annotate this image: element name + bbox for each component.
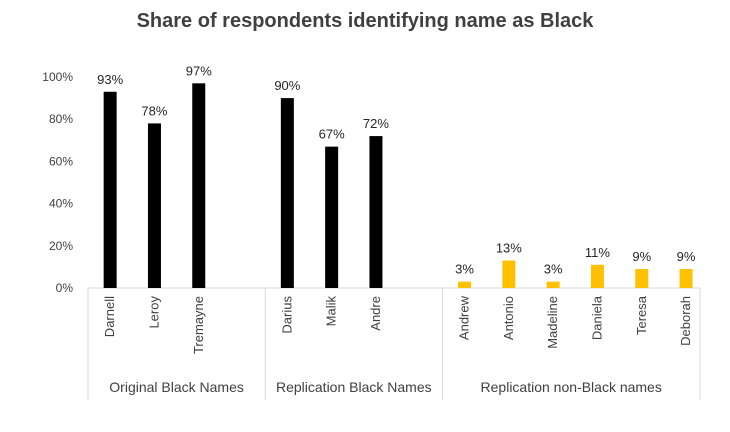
data-label: 13% <box>496 241 522 256</box>
bar <box>325 146 339 288</box>
group-label: Original Black Names <box>109 379 244 395</box>
y-tick-label: 60% <box>49 154 73 168</box>
category-label: Darius <box>279 296 294 334</box>
bar <box>192 83 206 288</box>
data-label: 93% <box>97 72 123 87</box>
y-tick-label: 20% <box>49 239 73 253</box>
group-label: Replication Black Names <box>276 379 432 395</box>
bar <box>280 98 294 288</box>
data-label: 90% <box>274 78 300 93</box>
bar <box>679 269 693 288</box>
bar <box>458 281 472 288</box>
category-label: Madeline <box>545 296 560 349</box>
category-label: Deborah <box>678 296 693 346</box>
category-label: Andre <box>368 296 383 331</box>
category-label: Leroy <box>146 296 161 329</box>
category-label: Teresa <box>634 295 649 335</box>
category-label: Tremayne <box>191 296 206 354</box>
bar <box>590 264 604 288</box>
data-label: 78% <box>141 103 167 118</box>
data-label: 97% <box>186 63 212 78</box>
y-tick-label: 100% <box>42 70 73 84</box>
data-label: 9% <box>677 249 696 264</box>
data-label: 67% <box>319 127 345 142</box>
data-label: 3% <box>544 262 563 277</box>
data-label: 3% <box>455 262 474 277</box>
bar <box>147 123 161 288</box>
data-label: 72% <box>363 116 389 131</box>
category-label: Daniela <box>589 295 604 340</box>
category-label: Malik <box>324 296 339 327</box>
bar <box>546 281 560 288</box>
chart-title: Share of respondents identifying name as… <box>136 10 594 32</box>
bar <box>502 260 516 288</box>
category-label: Darnell <box>102 296 117 337</box>
y-tick-label: 80% <box>49 112 73 126</box>
category-label: Andrew <box>457 295 472 340</box>
bar <box>635 269 649 288</box>
y-tick-label: 0% <box>56 281 74 295</box>
category-label: Antonio <box>501 296 516 340</box>
group-label: Replication non-Black names <box>481 379 662 395</box>
bar <box>369 136 383 288</box>
data-label: 11% <box>585 245 610 260</box>
bar <box>103 91 117 289</box>
y-tick-label: 40% <box>49 197 73 211</box>
data-label: 9% <box>632 249 651 264</box>
